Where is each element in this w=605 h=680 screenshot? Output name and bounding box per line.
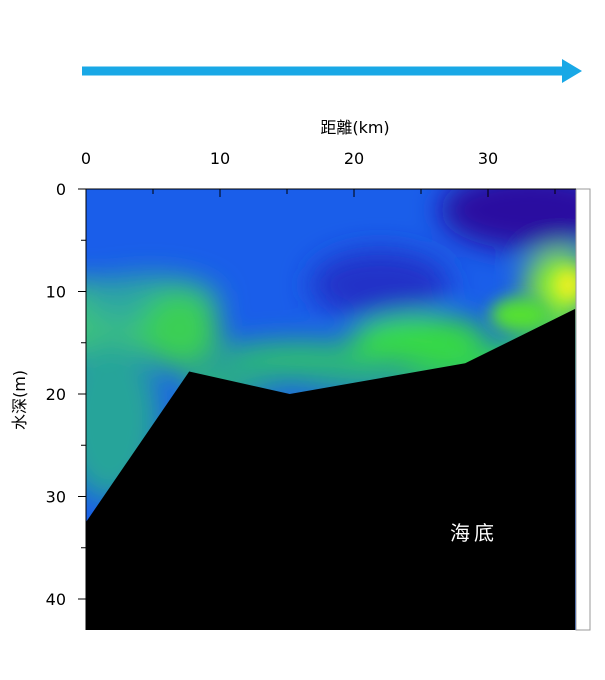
y-axis-title: 水深(m) [10,370,29,430]
y-tick-label: 10 [46,283,66,302]
seabed-label: 海底 [450,521,498,545]
axes [85,188,576,630]
y-tick-label: 0 [56,180,66,199]
y-tick-label: 30 [46,488,66,507]
x-ticks: 0 10 20 30 [81,149,556,197]
plot-right-edge [575,188,591,631]
x-tick-label: 30 [478,149,498,168]
direction-arrow [82,59,582,83]
x-tick-label: 10 [210,149,230,168]
y-tick-label: 40 [46,590,66,609]
y-tick-label: 20 [46,385,66,404]
x-axis-title: 距離(km) [320,118,389,137]
x-tick-label: 20 [344,149,364,168]
x-tick-label: 0 [81,149,91,168]
seabed-polygon [86,308,576,630]
y-ticks: 0 10 20 30 40 [46,180,86,609]
